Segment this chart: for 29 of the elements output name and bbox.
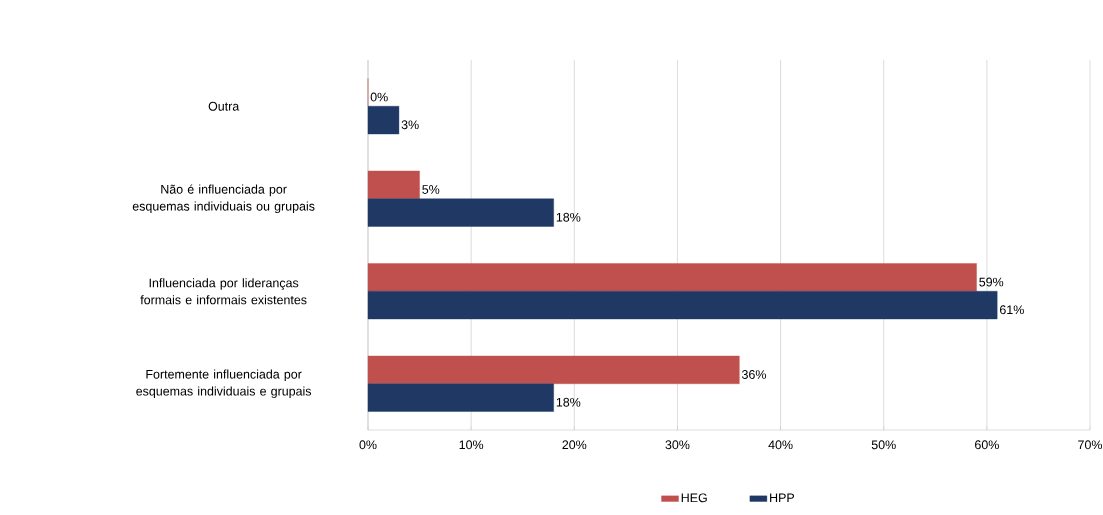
x-tick-label: 60% (975, 440, 999, 450)
x-tick-label: 20% (562, 440, 587, 450)
legend-label: HPP (770, 493, 795, 503)
x-tick-label: 0% (359, 440, 377, 450)
bar (367, 383, 554, 412)
data-label: 59% (979, 277, 1004, 287)
x-tick-label: 70% (1078, 440, 1103, 450)
x-tick-label: 40% (768, 440, 793, 450)
x-tick-label: 30% (665, 440, 690, 450)
data-label: 36% (741, 370, 766, 379)
data-label: 61% (1000, 305, 1024, 315)
bar (367, 198, 554, 227)
bar (367, 355, 740, 384)
data-label: 0% (370, 92, 388, 102)
bar (367, 106, 400, 135)
bar (367, 291, 998, 320)
y-tick-label: Outra (208, 101, 240, 111)
y-tick-label: Influenciada por lideranças formais e informais existentes (140, 278, 307, 305)
y-tick-label: Não é influenciada por esquemas individuais ou grupais (132, 184, 315, 214)
x-tick-label: 50% (871, 440, 896, 450)
legend-label: HEG (681, 493, 707, 503)
data-label: 18% (556, 397, 581, 407)
x-tick-label: 10% (459, 440, 484, 450)
data-label: 18% (556, 212, 581, 222)
y-tick-label: Fortemente influenciada por esquemas individuais e grupais (136, 369, 312, 399)
bar (367, 263, 977, 292)
bar (367, 170, 420, 199)
data-label: 3% (401, 120, 419, 130)
data-label: 5% (422, 185, 440, 194)
